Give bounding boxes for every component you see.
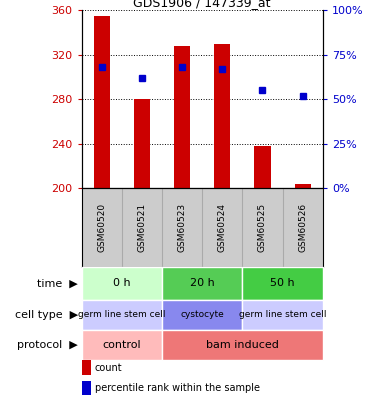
Text: control: control <box>102 340 141 350</box>
Bar <box>134 99 150 188</box>
Bar <box>82 330 162 360</box>
Text: GSM60523: GSM60523 <box>178 203 187 252</box>
Text: protocol  ▶: protocol ▶ <box>17 340 78 350</box>
Text: percentile rank within the sample: percentile rank within the sample <box>95 383 260 393</box>
Bar <box>295 184 311 188</box>
Text: germ line stem cell: germ line stem cell <box>239 310 326 320</box>
Bar <box>162 300 242 330</box>
Text: 50 h: 50 h <box>270 279 295 288</box>
Text: GSM60525: GSM60525 <box>258 203 267 252</box>
Bar <box>255 146 270 188</box>
Bar <box>162 330 323 360</box>
Text: GSM60526: GSM60526 <box>298 203 307 252</box>
Text: time  ▶: time ▶ <box>37 279 78 288</box>
Title: GDS1906 / 147339_at: GDS1906 / 147339_at <box>134 0 271 9</box>
Bar <box>214 43 230 188</box>
Bar <box>242 300 323 330</box>
Text: bam induced: bam induced <box>206 340 279 350</box>
Text: GSM60524: GSM60524 <box>218 203 227 252</box>
Bar <box>174 46 190 188</box>
Text: count: count <box>95 362 122 373</box>
Text: GSM60520: GSM60520 <box>97 203 106 252</box>
Bar <box>94 16 110 188</box>
Text: 0 h: 0 h <box>113 279 131 288</box>
Text: germ line stem cell: germ line stem cell <box>78 310 165 320</box>
Bar <box>82 300 162 330</box>
Text: cystocyte: cystocyte <box>180 310 224 320</box>
Text: 20 h: 20 h <box>190 279 214 288</box>
Bar <box>162 267 242 300</box>
Bar <box>82 267 162 300</box>
Text: GSM60521: GSM60521 <box>137 203 147 252</box>
Bar <box>242 267 323 300</box>
Text: cell type  ▶: cell type ▶ <box>15 310 78 320</box>
